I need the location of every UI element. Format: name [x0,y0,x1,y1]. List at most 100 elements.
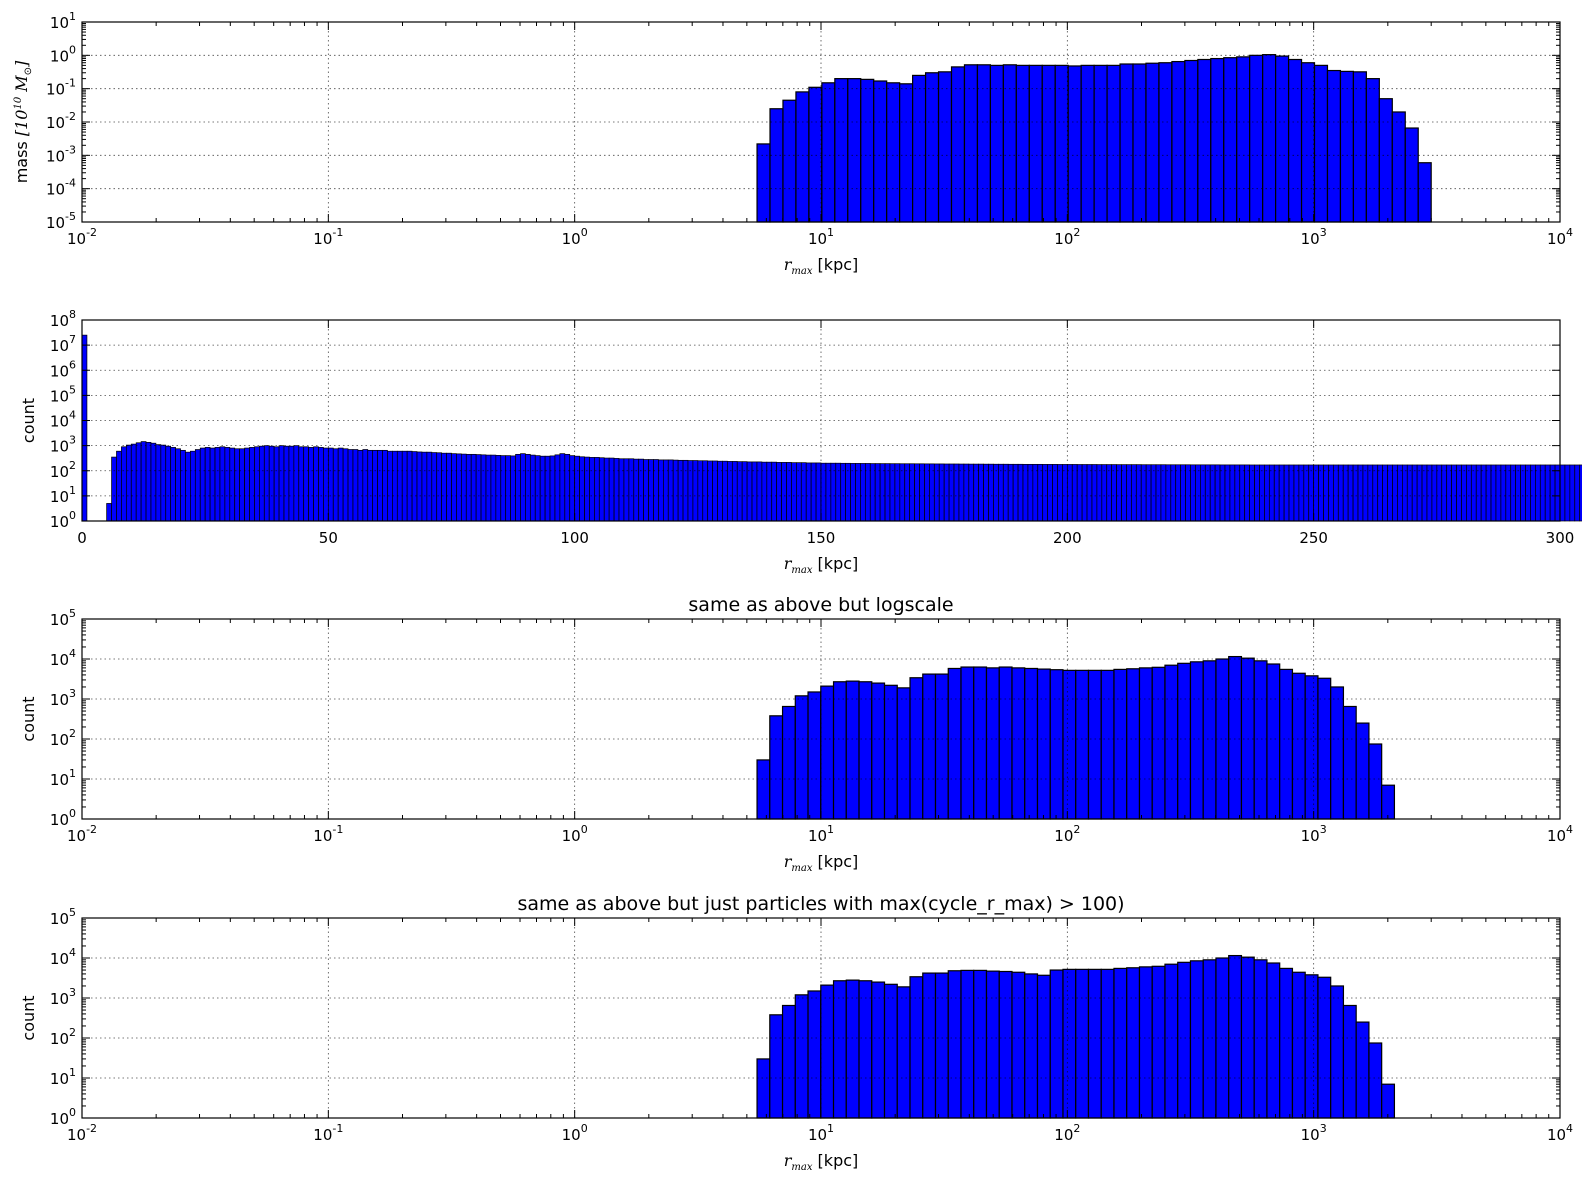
x-axis-label: rmax [kpc] [784,852,859,874]
histogram-bar [1195,464,1201,522]
y-tick-label-base: 10 [46,81,65,99]
histogram-bar [904,463,911,522]
histogram-bar [769,715,784,820]
histogram-bar [618,458,625,522]
histogram-bar [1177,961,1192,1119]
histogram-bar [1357,464,1364,522]
histogram-bar [1049,669,1064,820]
histogram-bar [485,454,492,522]
histogram-bar [894,463,901,522]
histogram-bar [860,463,866,522]
histogram-bar [1007,463,1014,522]
histogram-bar [1096,464,1103,522]
histogram-bar [1544,464,1551,522]
y-tick-label-exponent: 2 [69,727,76,740]
y-tick-label-base: 10 [50,950,69,968]
histogram-bar [1214,464,1221,522]
y-tick-label: 103 [50,687,76,709]
histogram-bar [960,969,975,1119]
y-tick-label-exponent: 5 [69,607,76,620]
x-axis-label-subscript: max [791,1162,812,1173]
y-axis-label: mass [1010 M⊙] [12,60,34,183]
histogram-bar [1158,62,1173,223]
histogram-bar [549,455,556,522]
histogram-bar [889,463,896,522]
histogram-bar [884,463,891,522]
histogram-bar [1451,464,1457,522]
x-tick-label-base: 10 [562,1126,581,1144]
x-tick-label-base: 50 [319,529,338,547]
x-tick-label-base: 10 [313,230,332,248]
histogram-bar [998,666,1013,820]
x-tick-label-base: 0 [77,529,87,547]
histogram-bar [1113,967,1128,1119]
histogram-bar [1421,464,1428,522]
x-tick-label-exponent: 2 [1073,226,1080,239]
histogram-bar [1378,98,1393,223]
y-tick-label: 101 [50,767,76,789]
histogram-bar [1355,1021,1370,1119]
histogram-bar [909,677,924,820]
y-tick-label: 101 [50,484,76,506]
histogram-bar [140,441,147,522]
histogram-bar [1330,985,1345,1119]
histogram-bar [978,463,984,522]
histogram-bar [1150,464,1157,522]
histogram-bar [495,455,502,522]
x-tick-label: 104 [1547,823,1573,845]
x-axis-label: rmax [kpc] [784,1151,859,1173]
x-tick-label-base: 10 [808,230,827,248]
histogram-bar [411,451,418,522]
histogram-bar [1505,464,1512,522]
histogram-bar [919,463,925,522]
y-tick-label-base: 10 [50,463,69,481]
histogram-bar [1075,669,1090,820]
x-tick-label-base: 10 [562,827,581,845]
histogram-bar [293,445,300,522]
histogram-bar [1224,464,1231,522]
histogram-bar [539,455,546,522]
x-tick-label: 150 [807,529,836,547]
x-tick-label: 102 [1054,823,1080,845]
histogram-bar [1368,743,1383,820]
histogram-bar [475,454,482,522]
y-tick-label: 10-5 [46,210,76,232]
x-axis-label: rmax [kpc] [784,554,859,576]
subplot-3: 10-2 10-1 100 101 102 103 10410010110210310410… [19,594,1573,874]
histogram-bars [81,334,1582,522]
histogram-bar [998,970,1013,1119]
y-tick-label-exponent: 3 [69,986,76,999]
y-tick-label-exponent: 3 [69,687,76,700]
histogram-bar [327,447,334,522]
histogram-bar [985,970,1000,1119]
histogram-bar [998,463,1004,522]
histogram-bar [832,681,847,820]
histogram-bar [1215,957,1230,1119]
y-tick-label-exponent: 8 [69,308,76,321]
histogram-bar [1240,956,1255,1119]
histogram-bar [672,459,679,522]
histogram-bar [1145,62,1160,223]
histogram-bar [1330,686,1345,820]
histogram-bar [858,980,873,1119]
subplot-title: same as above but just particles with ma… [517,893,1124,915]
histogram-bar [1145,464,1152,522]
histogram-bar [1171,60,1186,223]
histogram-bar [1027,463,1034,522]
y-tick-label-base: 10 [50,1110,69,1128]
histogram-bar [1259,464,1265,522]
histogram-bar [367,449,374,522]
histogram-bar [1490,464,1497,522]
histogram-bar [810,462,817,522]
histogram-bar [953,463,960,522]
histogram-bar [1304,974,1319,1119]
histogram-bar [332,448,339,522]
histogram-bar [973,969,988,1119]
histogram-bar [116,450,122,522]
y-tick-label: 104 [50,946,76,968]
x-tick-label-exponent: 1 [827,1122,834,1135]
y-tick-label-exponent: -5 [65,210,76,223]
x-tick-label-base: 10 [1547,827,1566,845]
histogram-bar [598,457,605,522]
y-tick-label-base: 10 [50,312,69,330]
